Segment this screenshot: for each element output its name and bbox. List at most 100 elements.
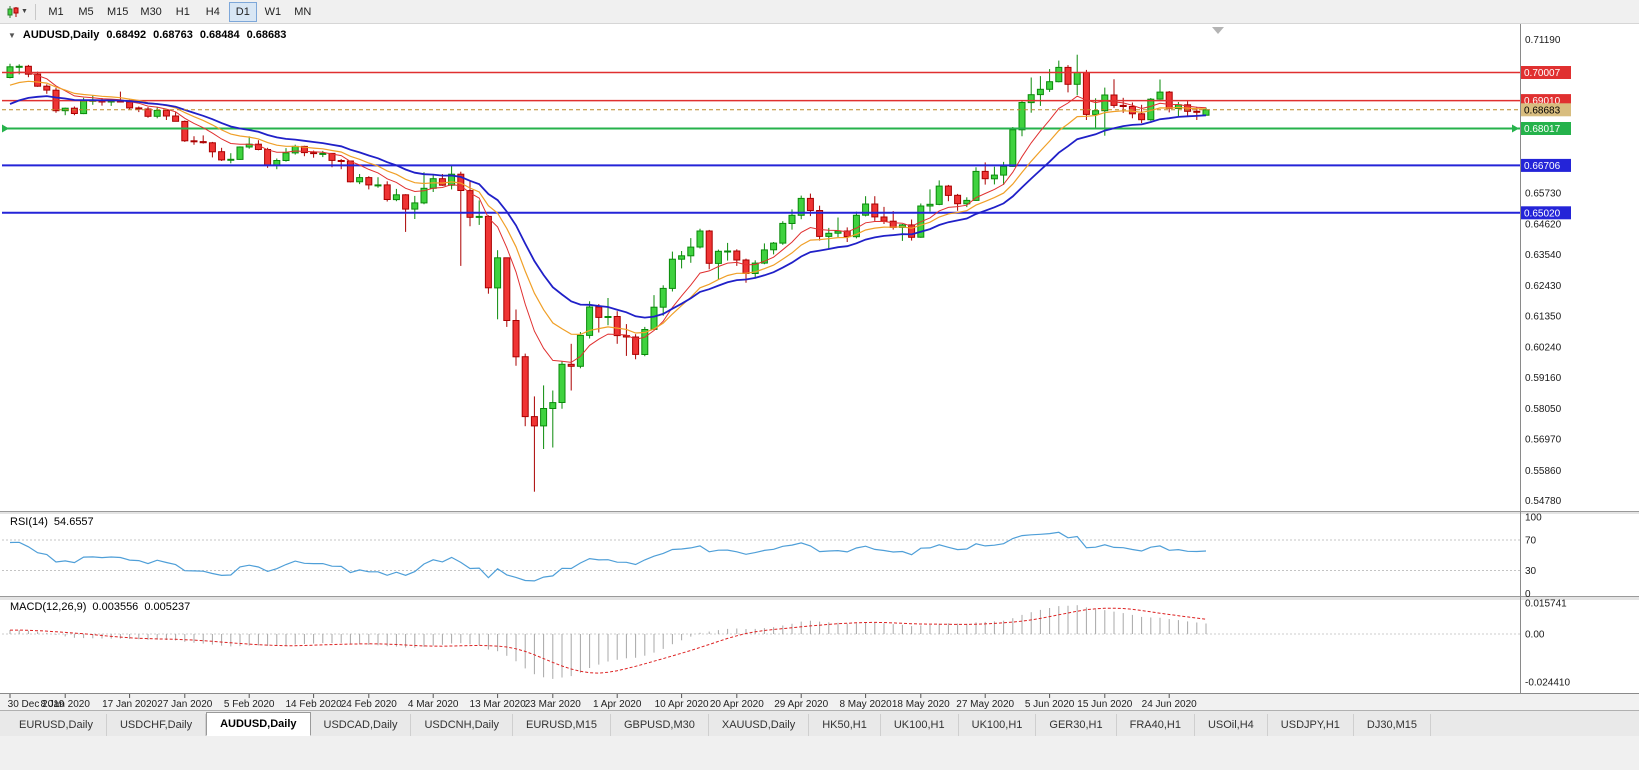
ma-line-13 (9, 80, 1207, 336)
ohlc-close: 0.68683 (246, 29, 287, 41)
svg-text:0.62430: 0.62430 (1525, 281, 1562, 292)
chart-type-icon[interactable]: ▼ (4, 2, 30, 22)
tab-audusd-daily[interactable]: AUDUSD,Daily (206, 712, 311, 736)
timeframe-h4-button[interactable]: H4 (199, 2, 227, 22)
candle (586, 306, 594, 336)
tab-xauusd-daily[interactable]: XAUUSD,Daily (708, 714, 810, 736)
candle (687, 246, 695, 257)
timeframe-w1-button[interactable]: W1 (259, 2, 287, 22)
svg-text:0.68683: 0.68683 (1524, 105, 1561, 116)
candle (484, 215, 492, 289)
timeframe-m30-button[interactable]: M30 (135, 2, 166, 22)
candle (788, 214, 796, 225)
candle (34, 73, 42, 87)
rsi-pane: 100 70 30 0 (2, 513, 1542, 600)
tab-usdchf-daily[interactable]: USDCHF,Daily (106, 714, 207, 736)
svg-text:0.71190: 0.71190 (1525, 35, 1561, 46)
timeframe-h1-button[interactable]: H1 (169, 2, 197, 22)
svg-text:15 Jun 2020: 15 Jun 2020 (1077, 699, 1132, 710)
candle (935, 185, 943, 205)
status-bar (0, 736, 1639, 770)
macd-pane: 0.015741 0.00 -0.024410 (2, 599, 1570, 689)
candle (438, 178, 446, 186)
candle (558, 363, 566, 403)
candle (236, 146, 244, 160)
rsi-value: 54.6557 (53, 516, 94, 528)
timeframe-m15-button[interactable]: M15 (102, 2, 133, 22)
tab-usdcnh-daily[interactable]: USDCNH,Daily (411, 714, 514, 736)
tab-usdcad-daily[interactable]: USDCAD,Daily (310, 714, 412, 736)
candle (733, 250, 741, 261)
tab-eurusd-m15[interactable]: EURUSD,M15 (513, 714, 611, 736)
candle (797, 197, 805, 216)
timeframe-d1-button[interactable]: D1 (228, 1, 257, 22)
candle (15, 65, 23, 68)
candle (632, 336, 640, 355)
svg-text:0.63540: 0.63540 (1525, 250, 1562, 261)
candle (374, 184, 382, 187)
candle (770, 242, 778, 251)
candle (696, 230, 704, 248)
candlestick-glyph (7, 5, 19, 18)
candle (392, 194, 400, 201)
timeframe-m1-button[interactable]: M1 (42, 2, 70, 22)
candle (172, 115, 180, 122)
tab-dj30-m15[interactable]: DJ30,M15 (1353, 714, 1432, 736)
current-price-badge (1521, 103, 1571, 117)
chart-menu-icon[interactable]: ▼ (8, 30, 16, 40)
svg-text:4 Mar 2020: 4 Mar 2020 (408, 699, 459, 710)
tab-gbpusd-m30[interactable]: GBPUSD,M30 (610, 714, 709, 736)
candle (181, 120, 189, 142)
tab-ger30-h1[interactable]: GER30,H1 (1036, 714, 1117, 736)
svg-text:0.54780: 0.54780 (1525, 496, 1562, 507)
svg-text:13 Mar 2020: 13 Mar 2020 (470, 699, 527, 710)
candle (1027, 94, 1035, 104)
tab-eurusd-daily[interactable]: EURUSD,Daily (6, 714, 107, 736)
candle (1046, 81, 1054, 90)
svg-text:0: 0 (1525, 589, 1531, 600)
svg-text:0.015741: 0.015741 (1525, 599, 1567, 610)
tab-uk100-h1-1[interactable]: UK100,H1 (880, 714, 959, 736)
candle (714, 250, 722, 264)
candle (1092, 110, 1100, 115)
tab-uk100-h1-2[interactable]: UK100,H1 (958, 714, 1037, 736)
tab-usdjpy-h1[interactable]: USDJPY,H1 (1267, 714, 1354, 736)
candle (70, 107, 78, 114)
svg-text:0.68017: 0.68017 (1524, 124, 1561, 135)
rsi-line (9, 531, 1207, 582)
svg-text:0.66706: 0.66706 (1524, 161, 1561, 172)
candle (475, 215, 483, 218)
candle (641, 329, 649, 355)
candle (751, 262, 759, 275)
candle (981, 170, 989, 180)
timeframe-mn-button[interactable]: MN (289, 2, 317, 22)
candle (356, 177, 364, 183)
candle (843, 230, 851, 238)
candle (760, 249, 768, 264)
candle (613, 316, 621, 337)
chart-title: ▼ AUDUSD,Daily 0.68492 0.68763 0.68484 0… (8, 29, 286, 41)
svg-text:1 Apr 2020: 1 Apr 2020 (593, 699, 642, 710)
candle (926, 203, 934, 207)
svg-text:70: 70 (1525, 536, 1537, 547)
candle (880, 216, 888, 222)
price-badge (1521, 206, 1571, 220)
svg-text:100: 100 (1525, 513, 1542, 524)
candle (705, 230, 713, 264)
tab-hk50-h1[interactable]: HK50,H1 (809, 714, 881, 736)
candle (80, 100, 88, 115)
candle (944, 185, 952, 196)
candle (908, 224, 916, 238)
price-badge (1521, 158, 1571, 172)
tab-usoil-h4[interactable]: USOil,H4 (1194, 714, 1268, 736)
candle (1119, 104, 1127, 108)
candle (530, 416, 538, 427)
macd-name: MACD(12,26,9) (10, 601, 87, 613)
timeframe-m5-button[interactable]: M5 (72, 2, 100, 22)
tab-fra40-h1[interactable]: FRA40,H1 (1116, 714, 1195, 736)
svg-text:29 Apr 2020: 29 Apr 2020 (774, 699, 828, 710)
svg-text:0.64620: 0.64620 (1525, 220, 1562, 231)
candle (825, 232, 833, 237)
